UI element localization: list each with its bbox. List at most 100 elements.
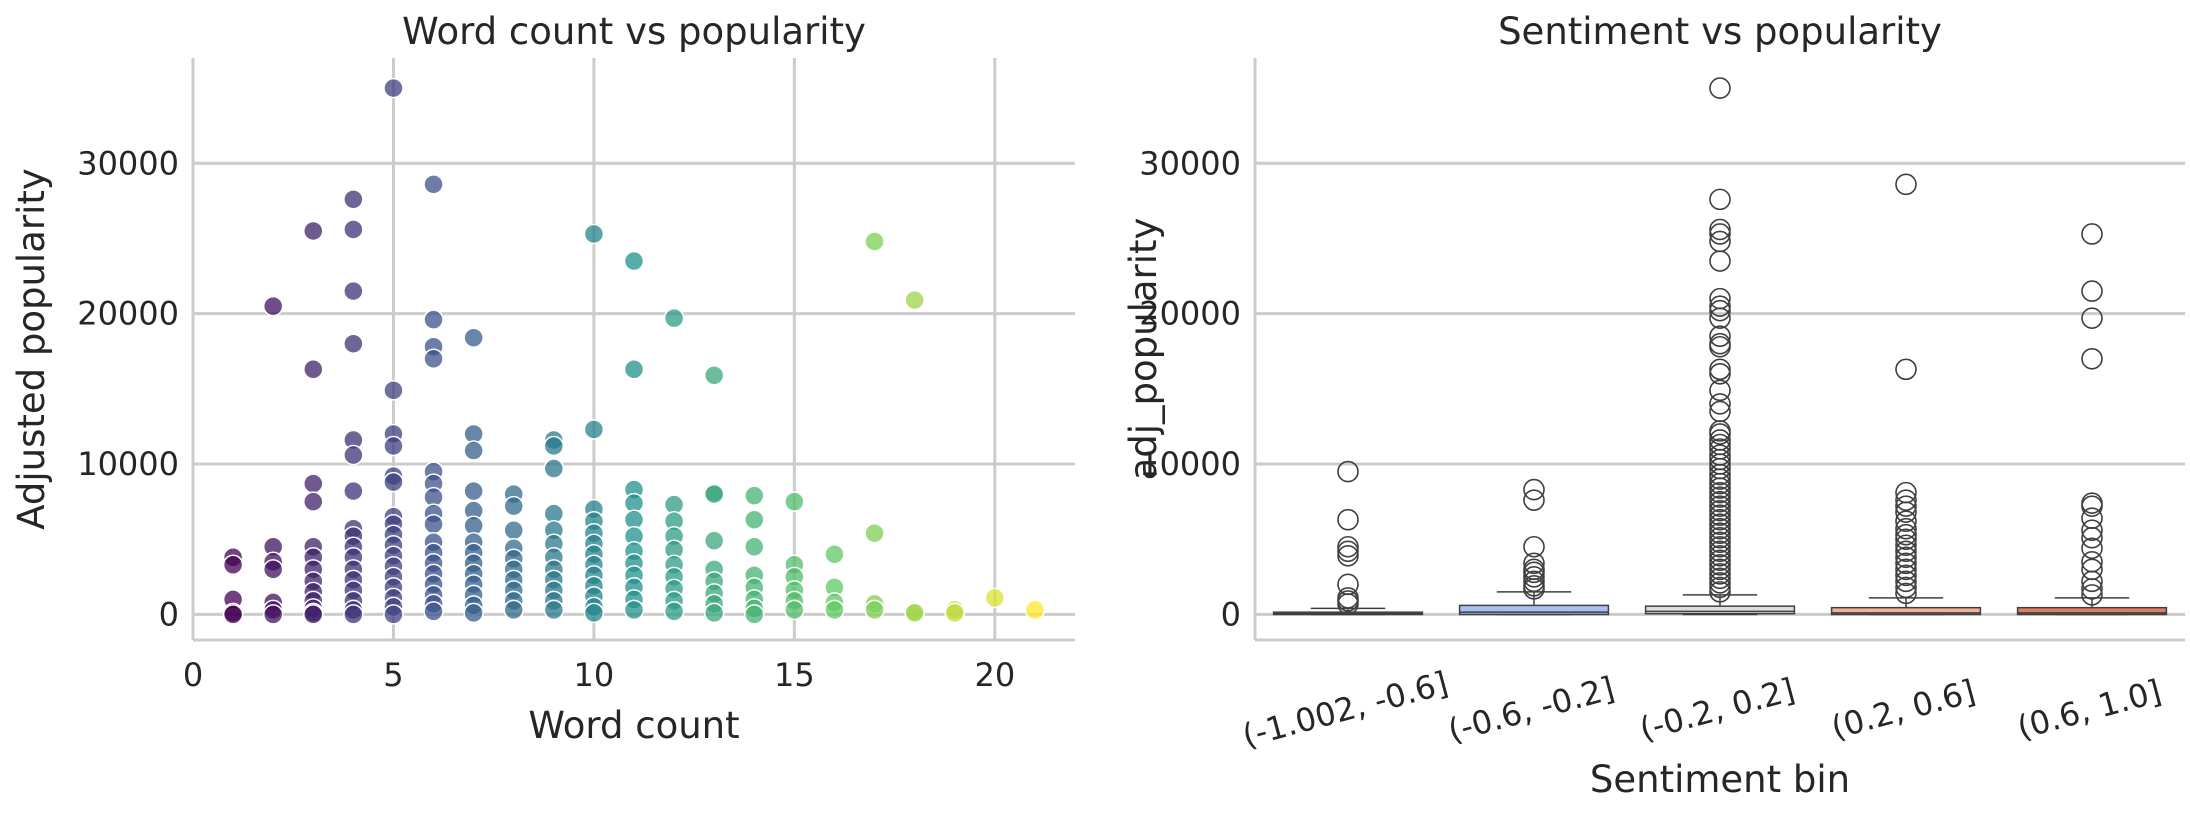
box-group — [1644, 77, 1796, 616]
box-outlier — [1709, 295, 1731, 317]
box-outlier — [1895, 564, 1917, 587]
scatter-point — [463, 480, 484, 502]
scatter-point — [262, 559, 284, 580]
box-outlier — [2081, 578, 2103, 600]
box-outlier — [2081, 507, 2103, 529]
box-outlier — [1709, 77, 1731, 99]
box-outlier — [1523, 561, 1545, 584]
scatter-point — [383, 604, 404, 625]
box-outlier — [1895, 495, 1917, 517]
scatter-point — [944, 602, 965, 624]
scatter-point — [663, 307, 685, 329]
box-outlier — [1895, 173, 1917, 196]
scatter-x-tick-label: 10 — [574, 656, 615, 694]
scatter-point — [583, 223, 605, 245]
scatter-point — [383, 380, 404, 401]
boxplot-axes — [1253, 58, 2185, 642]
boxplot-panel: 0 10000 20000 30000 (-1.002, -0.6](-0.6, -0.… — [1122, 10, 2185, 801]
box-outlier — [1523, 552, 1545, 575]
box-outlier — [1895, 510, 1917, 532]
scatter-point — [343, 604, 364, 625]
scatter-y-tick-label: 20000 — [77, 295, 179, 333]
box-outlier — [1709, 490, 1731, 513]
box-outlier — [1709, 567, 1731, 590]
scatter-point — [303, 604, 324, 625]
box-outlier — [1709, 472, 1731, 495]
scatter-point — [623, 250, 645, 272]
box-group — [1830, 173, 1982, 616]
box-outlier — [1709, 526, 1731, 549]
scatter-point — [262, 295, 284, 317]
boxplot-y-tick-label: 30000 — [1139, 144, 1241, 182]
scatter-point — [824, 599, 845, 621]
boxplot-y-axis-label: adj_popularity — [1122, 218, 1165, 481]
box-outlier — [2081, 280, 2103, 302]
scatter-y-axis-label: Adjusted popularity — [10, 168, 53, 530]
scatter-point — [583, 602, 605, 624]
scatter-x-tick-label: 20 — [974, 656, 1015, 694]
box-outlier — [1709, 481, 1731, 504]
scatter-panel: 0 5 10 15 20 0 10000 20000 30000 Word count vs p… — [10, 10, 1075, 747]
box-outlier — [1709, 393, 1731, 415]
box-outlier — [1895, 576, 1917, 599]
scatter-point — [1024, 599, 1046, 621]
box-outlier — [1709, 299, 1731, 322]
scatter-title: Word count vs popularity — [402, 10, 866, 53]
box-iqr — [2016, 606, 2168, 616]
box-outlier — [1895, 358, 1917, 381]
scatter-point — [543, 458, 565, 479]
box-outlier — [1709, 218, 1731, 241]
box-outlier — [1709, 558, 1731, 581]
box-outlier — [1709, 188, 1731, 211]
box-outlier — [1895, 546, 1917, 569]
scatter-point — [703, 530, 725, 551]
scatter-point — [503, 495, 524, 517]
box-outlier — [1709, 463, 1731, 486]
box-outlier — [1337, 540, 1359, 563]
box-outlier — [1523, 478, 1545, 501]
scatter-point — [703, 483, 725, 505]
scatter-x-tick-label: 5 — [383, 656, 403, 694]
scatter-point — [984, 587, 1006, 609]
scatter-point — [343, 333, 364, 354]
scatter-point — [503, 599, 524, 621]
box-outlier — [1895, 517, 1917, 540]
box-outlier — [1523, 535, 1545, 558]
box-outlier — [1337, 535, 1359, 558]
boxplot-y-tick-label: 20000 — [1139, 295, 1241, 333]
scatter-point — [262, 604, 284, 625]
box-iqr — [1830, 606, 1982, 616]
scatter-axes — [191, 58, 1075, 642]
scatter-point — [423, 348, 444, 370]
scatter-point — [503, 519, 524, 541]
box-outlier — [1709, 581, 1731, 603]
box-group — [1272, 460, 1424, 616]
box-outlier — [2081, 223, 2103, 245]
boxplot-title: Sentiment vs popularity — [1498, 10, 1942, 53]
scatter-y-tick-label: 10000 — [77, 445, 179, 483]
scatter-point — [784, 599, 805, 621]
scatter-point — [744, 604, 765, 625]
boxplot-x-tick-label: (0.2, 0.6] — [1827, 672, 1979, 747]
box-outlier — [1895, 552, 1917, 575]
boxplot-x-axis-label: Sentiment bin — [1590, 758, 1850, 801]
box-outlier — [2081, 307, 2103, 329]
scatter-x-tick-label: 15 — [774, 656, 815, 694]
scatter-point — [222, 554, 244, 576]
box-outlier — [2081, 347, 2103, 370]
box-outlier — [1895, 528, 1917, 551]
box-outlier — [1709, 535, 1731, 558]
box-outlier — [1709, 563, 1731, 585]
scatter-point — [623, 599, 645, 621]
scatter-point — [343, 480, 364, 502]
boxplot-x-tick-label: (-0.2, 0.2] — [1636, 670, 1799, 748]
box-outlier — [1523, 489, 1545, 511]
box-outlier — [1709, 531, 1731, 554]
box-outlier — [1523, 566, 1545, 588]
box-outlier — [1709, 544, 1731, 567]
scatter-point — [423, 174, 444, 195]
box-outlier — [1709, 223, 1731, 245]
scatter-point — [383, 471, 404, 493]
box-outlier — [1523, 578, 1545, 600]
